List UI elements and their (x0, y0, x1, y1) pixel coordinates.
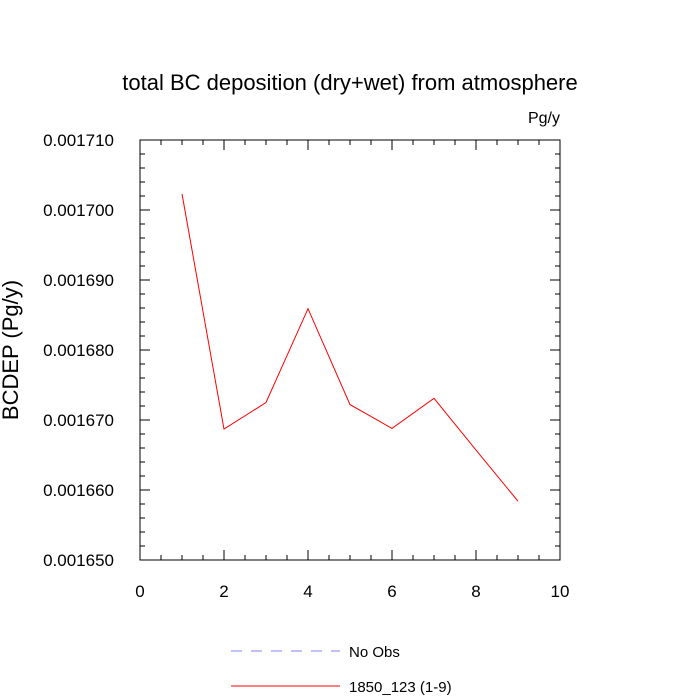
series-line (181, 193, 519, 502)
y-tick-label: 0.001670 (43, 411, 114, 430)
x-tick-label: 6 (387, 582, 396, 601)
chart-title: total BC deposition (dry+wet) from atmos… (122, 70, 577, 95)
units-label: Pg/y (528, 110, 560, 127)
y-tick-label: 0.001690 (43, 271, 114, 290)
y-tick-label: 0.001660 (43, 481, 114, 500)
y-tick-label: 0.001680 (43, 341, 114, 360)
tick-labels: 0 2 4 6 8 10 0.001650 0.001660 0.001670 0.001680 0… (43, 131, 569, 601)
series-lines (181, 193, 519, 502)
x-tick-label: 8 (471, 582, 480, 601)
plot-frame (139, 139, 561, 561)
legend-label: 1850_123 (1-9) (349, 679, 452, 696)
y-axis-label: BCDEP (Pg/y) (0, 280, 23, 420)
legend: No Obs 1850_123 (1-9) (231, 644, 452, 696)
x-tick-label: 2 (219, 582, 228, 601)
y-tick-label: 0.001700 (43, 201, 114, 220)
x-tick-label: 4 (303, 582, 312, 601)
y-tick-label: 0.001650 (43, 551, 114, 570)
legend-label: No Obs (349, 644, 400, 661)
axis-ticks (139, 139, 561, 561)
x-tick-label: 10 (551, 582, 570, 601)
y-tick-label: 0.001710 (43, 131, 114, 150)
x-tick-label: 0 (135, 582, 144, 601)
